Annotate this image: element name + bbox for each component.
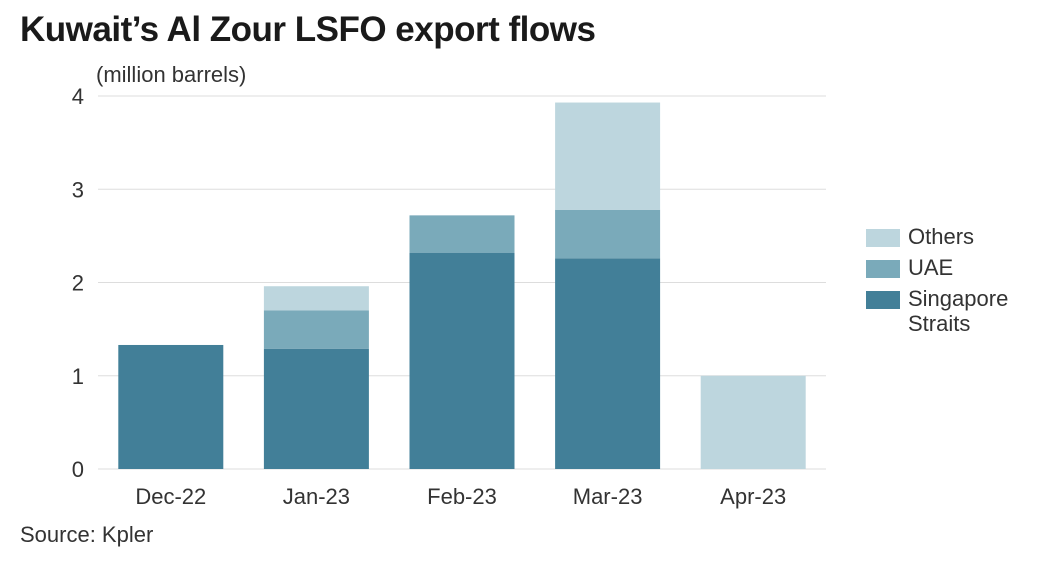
bar-segment [263,348,369,469]
legend-item-uae: UAE [866,255,1038,280]
legend-label-others: Others [908,224,975,249]
y-tick-label: 0 [72,457,84,482]
chart-title: Kuwait’s Al Zour LSFO export flows [20,10,596,49]
x-tick-label: Mar-23 [573,484,643,509]
bar-segment [555,258,661,469]
y-tick-label: 4 [72,84,84,109]
legend: Others UAE Singapore Straits [866,224,1038,342]
y-tick-label: 3 [72,177,84,202]
x-tick-label: Apr-23 [720,484,786,509]
legend-label-singapore-straits: Singapore Straits [908,286,1009,336]
legend-swatch-uae [866,260,900,278]
source-note: Source: Kpler [20,522,154,547]
bar-segment [263,310,369,349]
legend-item-others: Others [866,224,1038,249]
x-tick-label: Jan-23 [283,484,350,509]
bar-segment [555,102,661,210]
bar-segment [409,252,515,469]
legend-swatch-others [866,229,900,247]
bar-segment [263,286,369,311]
legend-swatch-singapore-straits [866,291,900,309]
y-axis-label: (million barrels) [96,62,247,87]
x-tick-label: Dec-22 [135,484,206,509]
y-tick-label: 2 [72,271,84,296]
bar-segment [118,344,224,469]
bar-segment [555,209,661,259]
bar-segment [409,215,515,253]
legend-label-uae: UAE [908,255,954,280]
bar-segment [700,375,806,469]
legend-item-singapore-straits: Singapore Straits [866,286,1038,336]
y-tick-label: 1 [72,364,84,389]
x-tick-label: Feb-23 [427,484,497,509]
